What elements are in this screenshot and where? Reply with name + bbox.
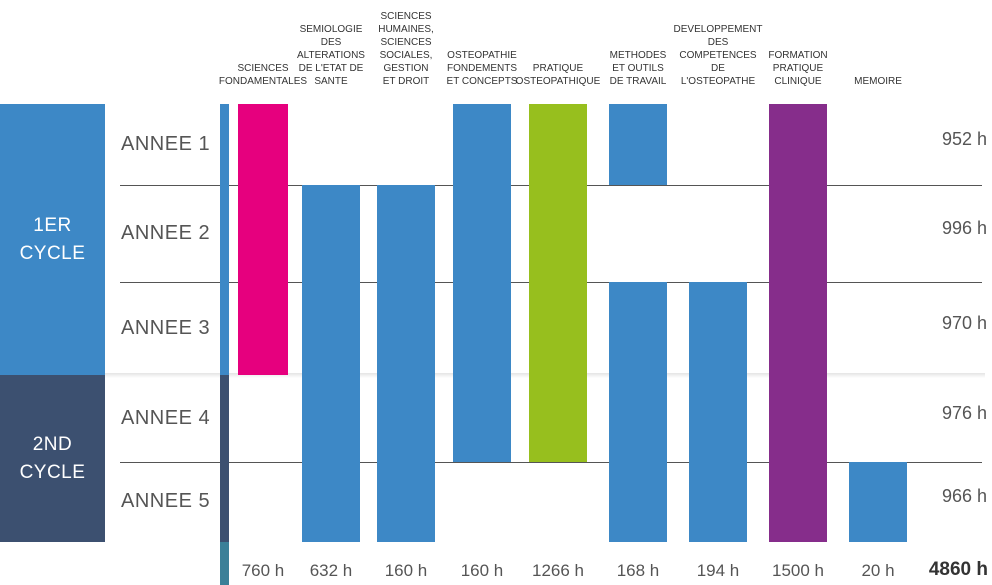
column-bar [302, 185, 360, 542]
column-bar [238, 104, 288, 375]
column-header: OSTEOPATHIE FONDEMENTS ET CONCEPTS [446, 50, 518, 87]
year-total: 976 h [941, 402, 987, 423]
column-header: FORMATION PRATIQUE CLINIQUE [768, 50, 828, 87]
column-bar [769, 104, 827, 542]
year-label: ANNEE 3 [121, 316, 211, 339]
column-bar [609, 282, 667, 542]
column-header: SCIENCES FONDAMENTALES [218, 63, 308, 87]
column-header: SEMIOLOGIE DES ALTERATIONS DE L'ETAT DE … [297, 24, 365, 87]
grand-total: 4860 h [928, 559, 988, 580]
column-header: DEVELOPPEMENT DES COMPETENCES DE L'OSTEO… [673, 24, 763, 87]
column-bar [377, 185, 435, 542]
year-label: ANNEE 2 [121, 221, 211, 244]
column-total: 632 h [309, 561, 353, 580]
year-total: 970 h [941, 312, 987, 333]
cycle-label: 2ND CYCLE [19, 433, 86, 483]
year-label: ANNEE 5 [121, 490, 211, 512]
column-bar [609, 104, 667, 185]
column-bar [453, 104, 511, 462]
column-total: 1266 h [532, 561, 584, 580]
column-total: 20 h [861, 561, 895, 580]
column-total: 1500 h [772, 561, 824, 580]
column-total: 160 h [384, 561, 428, 580]
column-bar [849, 462, 907, 542]
column-total: 168 h [616, 561, 660, 580]
row-separator [120, 462, 982, 463]
cycle-2-block: 2ND CYCLE [0, 375, 105, 542]
column-header: SCIENCES HUMAINES, SCIENCES SOCIALES, GE… [378, 11, 434, 87]
column-bar [689, 282, 747, 542]
year-label: ANNEE 4 [121, 406, 211, 429]
column-header: PRATIQUE OSTEOPATHIQUE [515, 63, 601, 87]
column-header: MEMOIRE [854, 76, 902, 87]
cycle-1-block: 1ER CYCLE [0, 104, 105, 375]
timeline-strip [220, 104, 229, 375]
year-total: 952 h [941, 128, 987, 149]
cycle-label: 1ER CYCLE [19, 214, 86, 264]
column-total: 194 h [696, 561, 740, 580]
year-label: ANNEE 1 [121, 132, 211, 155]
column-total: 160 h [460, 561, 504, 580]
column-bar [529, 104, 587, 462]
column-total: 760 h [241, 561, 285, 580]
year-total: 966 h [941, 486, 987, 506]
column-header: METHODES ET OUTILS DE TRAVAIL [609, 50, 667, 87]
timeline-strip [220, 375, 229, 542]
timeline-strip [220, 542, 229, 585]
year-total: 996 h [941, 217, 987, 238]
